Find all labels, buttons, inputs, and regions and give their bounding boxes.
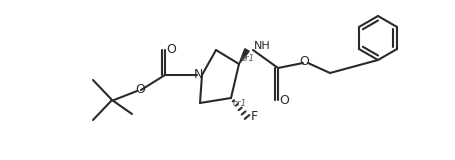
Text: N: N <box>193 68 202 80</box>
Text: F: F <box>250 111 257 124</box>
Text: O: O <box>166 43 176 56</box>
Text: O: O <box>278 95 288 108</box>
Text: O: O <box>298 55 308 68</box>
Text: NH: NH <box>253 41 270 51</box>
Polygon shape <box>238 49 248 64</box>
Text: or1: or1 <box>241 53 254 63</box>
Text: or1: or1 <box>233 99 247 108</box>
Text: O: O <box>135 83 145 96</box>
